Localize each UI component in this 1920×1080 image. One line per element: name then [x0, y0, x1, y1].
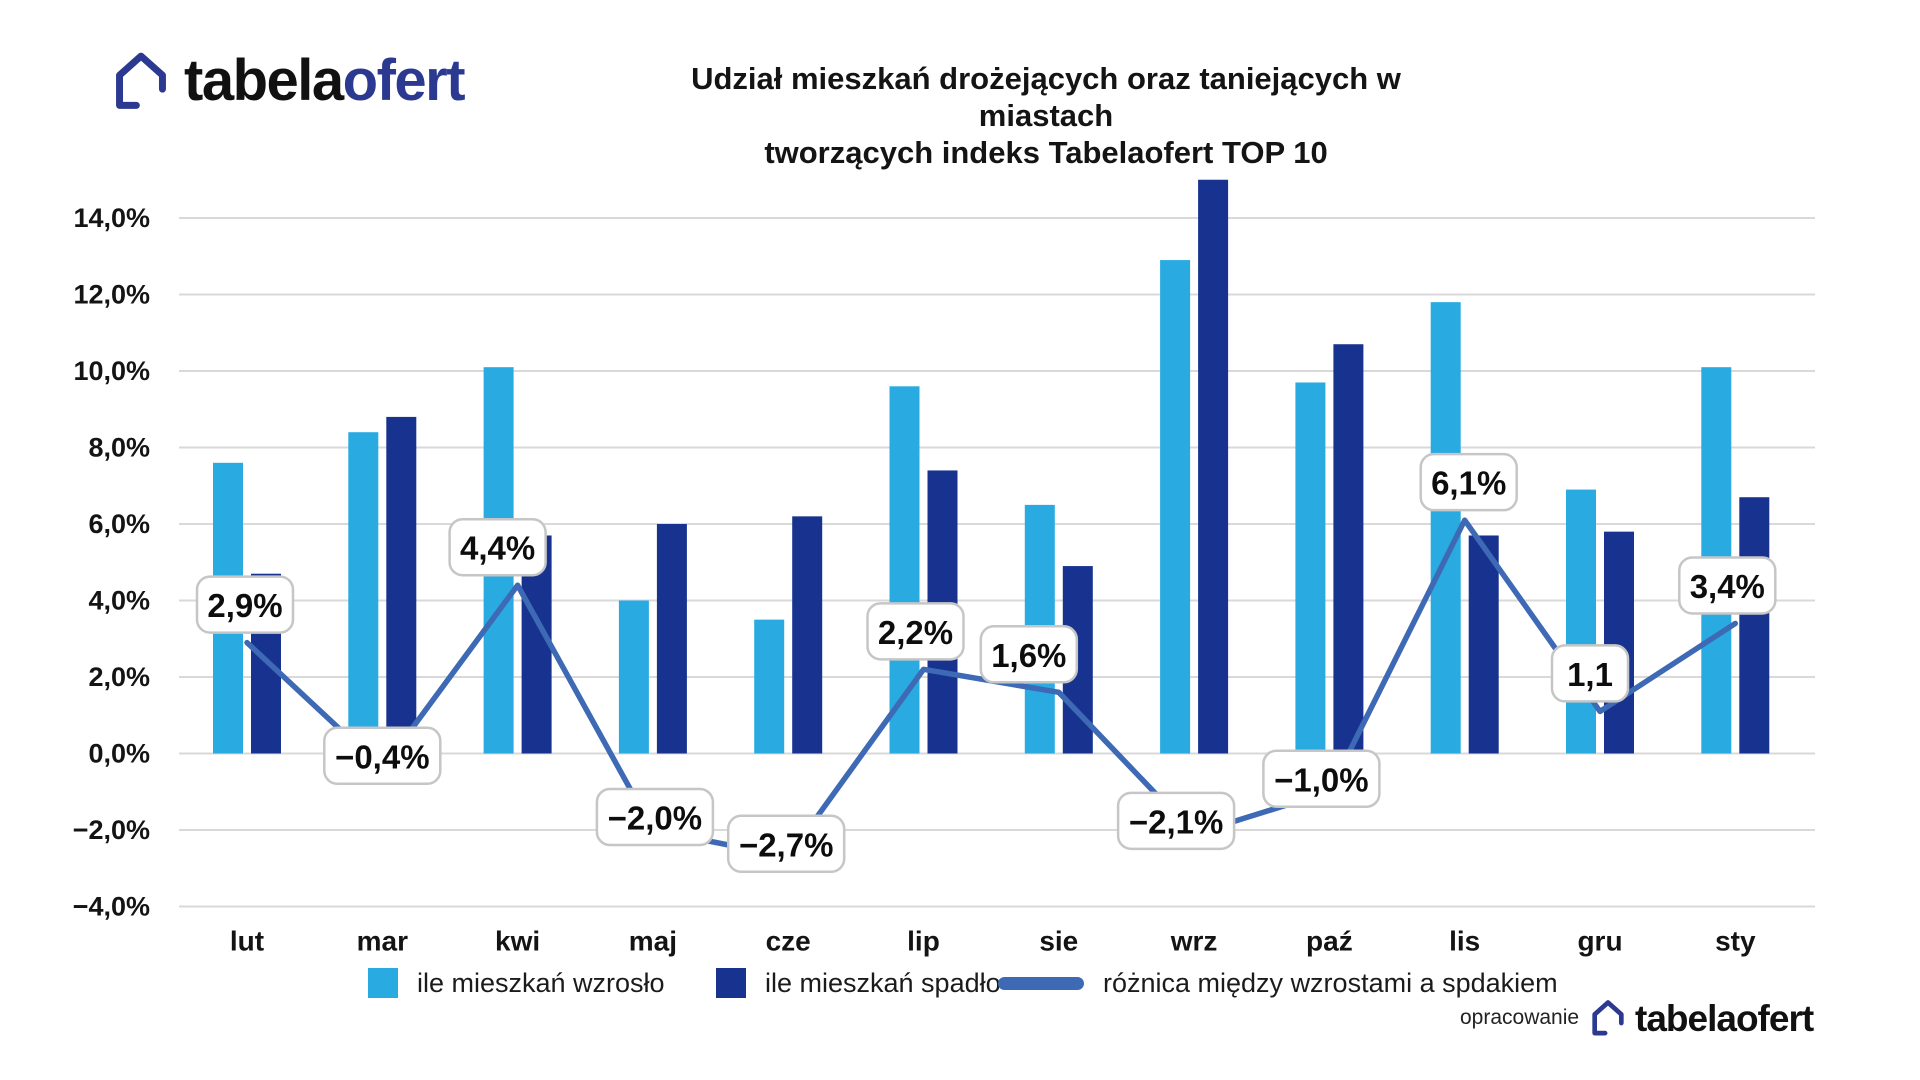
bar-up-wrz — [1160, 260, 1191, 754]
y-tick-2: 2,0% — [88, 662, 150, 692]
point-label-box-maj — [595, 787, 715, 847]
brand-logo: tabelaofert — [112, 50, 466, 112]
point-label-box-gru — [1550, 644, 1630, 703]
bar-down-mar — [386, 416, 417, 754]
logo-text-blue: ofert — [342, 48, 466, 113]
x-tick-maj: maj — [629, 926, 677, 957]
bar-up-lis — [1430, 302, 1461, 754]
legend-swatch-roznica-line — [998, 976, 1084, 990]
x-tick-kwi: kwi — [495, 926, 540, 957]
y-tick--2: −2,0% — [73, 815, 150, 845]
y-tick-6: 6,0% — [88, 509, 150, 539]
bar-down-paź — [1333, 344, 1364, 754]
y-tick-12: 12,0% — [73, 280, 150, 310]
bar-down-lis — [1468, 535, 1499, 754]
x-tick-sie: sie — [1039, 926, 1078, 957]
logo-wordmark: tabelaofert — [184, 52, 466, 110]
y-tick-0: 0,0% — [88, 739, 150, 769]
chart-title: Udział mieszkań drożejących oraz tanieją… — [626, 60, 1466, 171]
point-label-lut: 2,9% — [207, 587, 282, 624]
x-tick-sty: sty — [1715, 926, 1756, 957]
point-label-paź: −1,0% — [1274, 761, 1369, 798]
bar-up-cze — [754, 619, 785, 754]
point-label-wrz: −2,1% — [1129, 803, 1224, 840]
logo-text-black: tabela — [184, 48, 344, 113]
x-tick-lis: lis — [1449, 926, 1480, 957]
y-tick-14: 14,0% — [73, 203, 150, 233]
bar-down-gru — [1604, 531, 1634, 754]
chart-title-line1: Udział mieszkań drożejących oraz tanieją… — [691, 61, 1401, 133]
point-label-kwi: 4,4% — [460, 530, 535, 567]
x-tick-cze: cze — [766, 926, 811, 957]
point-label-cze: −2,7% — [739, 826, 834, 863]
y-tick-10: 10,0% — [73, 356, 150, 386]
bar-up-gru — [1566, 489, 1596, 754]
credit-label: opracowanie — [1460, 1006, 1580, 1029]
house-icon — [116, 52, 166, 109]
x-tick-gru: gru — [1577, 926, 1622, 957]
legend-item-roznica: różnica między wzrostami a spdakiem — [998, 966, 1558, 1000]
footer-brand-logo: tabelaofert — [1590, 997, 1814, 1039]
point-label-box-lut — [195, 575, 295, 634]
bar-up-mar — [348, 432, 379, 754]
legend-label-roznica: różnica między wzrostami a spdakiem — [1103, 967, 1558, 998]
y-tick-8: 8,0% — [88, 433, 150, 463]
footer-logo-text-blue: ofert — [1735, 997, 1814, 1039]
x-tick-lip: lip — [907, 926, 940, 957]
y-tick-4: 4,0% — [88, 586, 150, 616]
bar-down-wrz — [1198, 179, 1229, 754]
footer-logo-text-black: tabela — [1635, 997, 1737, 1039]
point-label-box-wrz — [1116, 791, 1236, 851]
point-label-box-kwi — [448, 517, 547, 577]
legend-label-spadlo: ile mieszkań spadło — [765, 967, 1001, 998]
point-label-box-cze — [726, 814, 846, 874]
footer-logo-wordmark: tabelaofert — [1635, 997, 1814, 1039]
point-label-sie: 1,6% — [991, 637, 1066, 674]
point-label-lis: 6,1% — [1431, 465, 1506, 502]
point-label-box-lis — [1419, 452, 1518, 512]
bar-up-maj — [618, 600, 649, 754]
x-tick-mar: mar — [357, 926, 408, 957]
legend-item-wzroslo: ile mieszkań wzrosło — [368, 966, 665, 1000]
x-tick-lut: lut — [230, 926, 264, 957]
point-label-box-paź — [1262, 749, 1381, 808]
legend-label-wzroslo: ile mieszkań wzrosło — [417, 967, 665, 998]
point-label-maj: −2,0% — [608, 800, 703, 837]
bar-down-maj — [656, 524, 687, 754]
legend-item-spadlo: ile mieszkań spadło — [716, 966, 1001, 1000]
x-tick-wrz: wrz — [1170, 926, 1218, 957]
footer-house-icon — [1592, 1000, 1624, 1036]
point-label-box-sty — [1678, 556, 1777, 615]
point-label-box-sie — [979, 625, 1079, 684]
legend-swatch-wzroslo — [368, 968, 398, 998]
y-tick--4: −4,0% — [73, 892, 150, 922]
point-label-sty: 3,4% — [1690, 568, 1765, 605]
point-label-gru: 1,1 — [1567, 656, 1613, 693]
point-label-mar: −0,4% — [335, 738, 430, 775]
bar-down-cze — [792, 516, 823, 754]
point-label-box-mar — [323, 726, 442, 786]
bar-up-paź — [1295, 382, 1326, 754]
chart-title-line2: tworzących indeks Tabelaofert TOP 10 — [764, 135, 1328, 170]
point-label-lip: 2,2% — [878, 614, 953, 651]
legend-swatch-spadlo — [716, 968, 746, 998]
bar-down-sty — [1739, 497, 1770, 754]
point-label-box-lip — [866, 602, 965, 661]
x-tick-paź: paź — [1306, 926, 1353, 957]
